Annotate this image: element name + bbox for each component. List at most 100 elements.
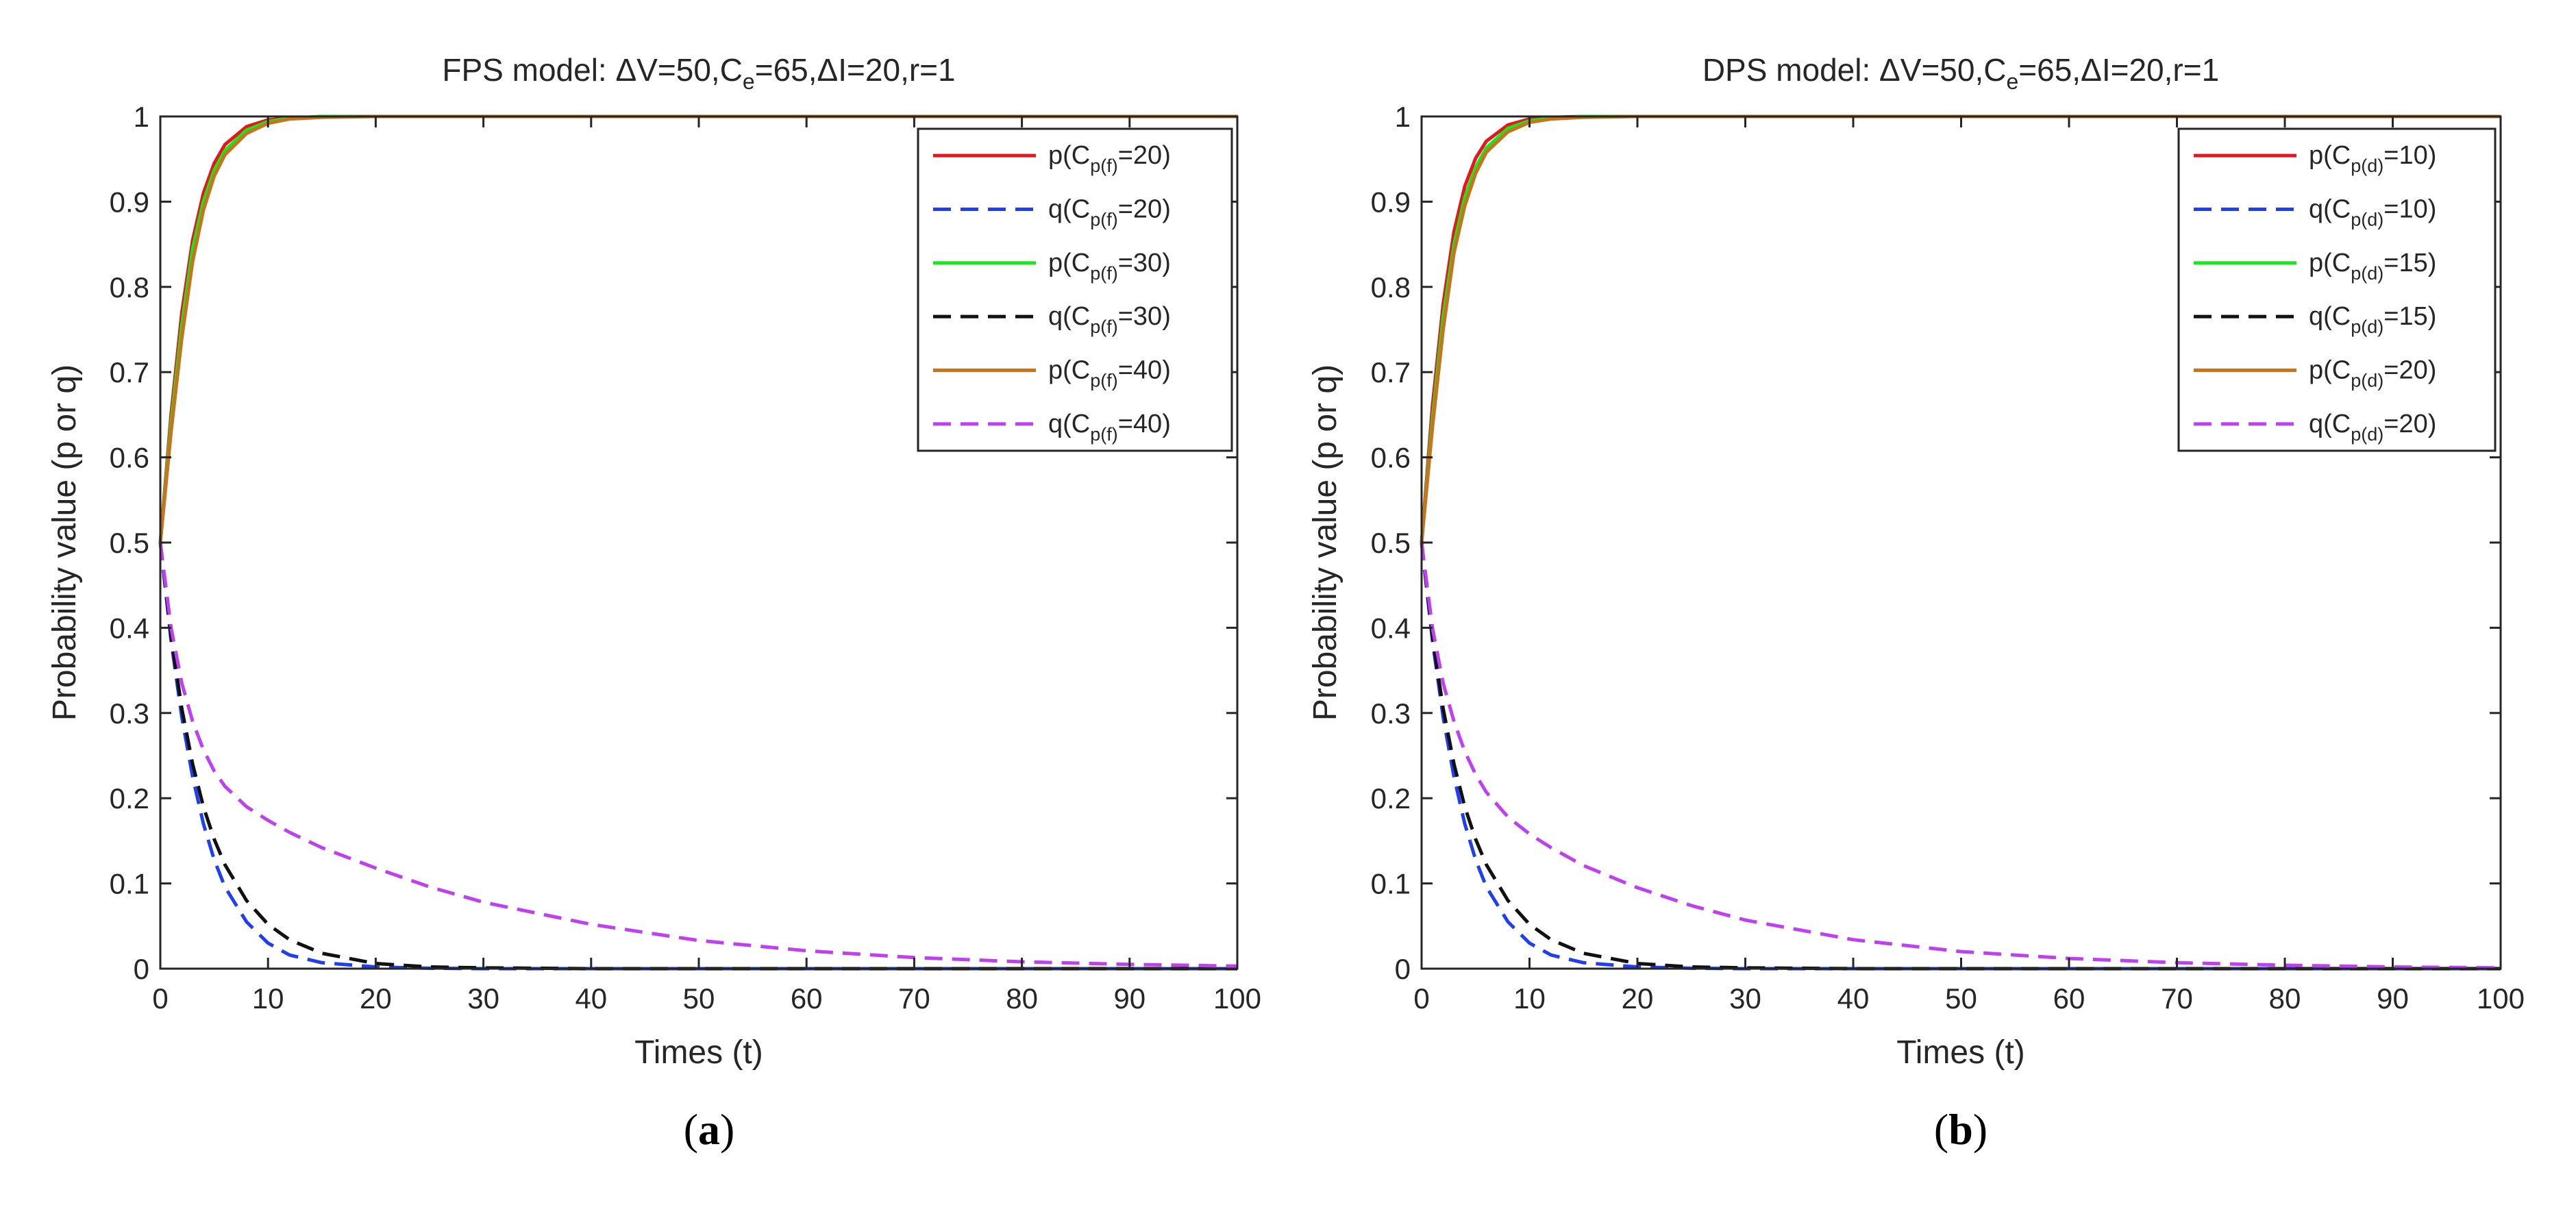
y-tick-label: 0.1 [110, 868, 149, 900]
legend-entry: p(Cp(d)=15) [2309, 249, 2436, 284]
legend-entry: q(Cp(f)=40) [1048, 410, 1171, 445]
legend-entry: p(Cp(f)=30) [1048, 249, 1171, 284]
y-axis-label: Probability value (p or q) [1307, 364, 1343, 721]
series-line-q-cp-f-40- [158, 542, 1238, 968]
legend-entry-main: q(C [1048, 302, 1090, 331]
legend-entry-value: =20) [1118, 195, 1171, 224]
legend-entry: q(Cp(d)=15) [2309, 302, 2436, 337]
series-line-q-cp-d-20- [1420, 542, 2501, 970]
panel-label-b: (b) [1933, 1105, 1988, 1154]
legend-entry-main: q(C [1048, 195, 1090, 224]
legend-entry-value: =10) [2383, 141, 2436, 170]
x-tick-label: 40 [575, 982, 607, 1015]
legend-entry-subscript: p(d) [2351, 316, 2383, 337]
y-tick-label: 0.9 [1371, 186, 1411, 218]
legend-entry-value: =40) [1118, 410, 1171, 438]
legend-entry-main: q(C [2309, 410, 2351, 438]
x-tick-label: 10 [252, 982, 284, 1015]
legend-entry-subscript: p(d) [2351, 424, 2383, 445]
y-tick-label: 0.8 [110, 271, 149, 303]
legend-entry-value: =15) [2383, 302, 2436, 331]
y-tick-label: 0.5 [110, 527, 149, 559]
x-tick-label: 20 [360, 982, 392, 1015]
legend-entry-value: =15) [2383, 249, 2436, 277]
series-line-q-cp-d-10- [1420, 542, 2501, 971]
x-axis-label: Times (t) [634, 1034, 763, 1071]
chart-title-main: FPS model: ΔV=50,C [442, 52, 743, 88]
legend: p(Cp(d)=10)q(Cp(d)=10)p(Cp(d)=15)q(Cp(d)… [2177, 127, 2497, 452]
legend-entry: q(Cp(f)=30) [1048, 302, 1171, 337]
y-tick-label: 1 [134, 101, 149, 133]
y-tick-label: 0.3 [110, 697, 149, 730]
legend-entry-subscript: p(d) [2351, 156, 2383, 176]
legend-entry-value: =30) [1118, 302, 1171, 331]
legend-entry-value: =10) [2383, 195, 2436, 224]
legend-entry-subscript: p(d) [2351, 263, 2383, 284]
legend-box [2177, 127, 2497, 452]
chart-title-subscript: e [743, 69, 755, 94]
legend-entry-value: =20) [2383, 410, 2436, 438]
chart-dps-model: 0 10 20 30 40 50 60 70 80 90 100 0 0.1 0.2 0.3 0.4 0.5 0.… [1307, 52, 2525, 1071]
legend-entry: p(Cp(f)=20) [1048, 141, 1171, 176]
legend-box [917, 127, 1233, 452]
y-tick-label: 0.8 [1371, 271, 1411, 303]
x-tick-label: 100 [2477, 982, 2525, 1015]
panel-label-a-letter: a [698, 1105, 720, 1154]
legend: p(Cp(f)=20)q(Cp(f)=20)p(Cp(f)=30)q(Cp(f)… [917, 127, 1233, 452]
chart-title-rest: =65,ΔI=20,r=1 [755, 52, 956, 88]
y-tick-label: 0.1 [1371, 868, 1411, 900]
x-tick-label: 80 [2269, 982, 2301, 1015]
legend-entry-subscript: p(f) [1090, 156, 1118, 176]
legend-entry-subscript: p(f) [1090, 263, 1118, 284]
legend-entry: p(Cp(d)=20) [2309, 356, 2436, 391]
legend-entry-value: =30) [1118, 249, 1171, 277]
legend-entry-value: =40) [1118, 356, 1171, 385]
x-tick-label: 0 [1413, 982, 1429, 1015]
x-tick-label: 60 [791, 982, 823, 1015]
chart-fps-model: 0 10 20 30 40 50 60 70 80 90 100 0 0.1 0.2 0.3 0.4 0.5 0.… [47, 52, 1261, 1071]
y-tick-label: 0 [1395, 953, 1411, 985]
x-tick-label: 50 [1945, 982, 1977, 1015]
chart-title-rest: =65,ΔI=20,r=1 [2018, 52, 2219, 88]
x-tick-label: 60 [2053, 982, 2085, 1015]
y-tick-label: 0 [134, 953, 149, 985]
legend-entry-subscript: p(f) [1090, 210, 1118, 230]
y-tick-label: 1 [1395, 101, 1411, 133]
legend-entry-main: q(C [2309, 302, 2351, 331]
legend-entry-subscript: p(d) [2351, 210, 2383, 230]
y-tick-label: 0.6 [1371, 442, 1411, 474]
legend-entry-value: =20) [1118, 141, 1171, 170]
x-tick-label: 20 [1622, 982, 1654, 1015]
x-tick-label: 90 [2377, 982, 2409, 1015]
x-tick-label: 10 [1513, 982, 1546, 1015]
x-tick-label: 100 [1213, 982, 1261, 1015]
legend-entry-main: p(C [1048, 249, 1090, 277]
panel-label-b-letter: b [1948, 1105, 1973, 1154]
y-tick-label: 0.3 [1371, 697, 1411, 730]
x-tick-label: 50 [683, 982, 715, 1015]
legend-entry-main: p(C [2309, 249, 2351, 277]
chart-title-main: DPS model: ΔV=50,C [1702, 52, 2007, 88]
y-tick-label: 0.4 [110, 612, 149, 644]
legend-entry-main: p(C [1048, 356, 1090, 385]
legend-entry: q(Cp(d)=20) [2309, 410, 2436, 445]
legend-entry-value: =20) [2383, 356, 2436, 385]
y-tick-label: 0.9 [110, 186, 149, 218]
y-axis-label: Probability value (p or q) [47, 364, 83, 721]
x-tick-label: 40 [1837, 982, 1870, 1015]
legend-entry-main: p(C [2309, 356, 2351, 385]
x-tick-label: 80 [1006, 982, 1038, 1015]
legend-entry-main: q(C [1048, 410, 1090, 438]
y-tick-label: 0.7 [110, 356, 149, 388]
panel-label-a: (a) [683, 1105, 735, 1154]
legend-entry-subscript: p(f) [1090, 371, 1118, 391]
legend-entry-subscript: p(f) [1090, 424, 1118, 445]
legend-entry: q(Cp(d)=10) [2309, 195, 2436, 230]
x-tick-label: 30 [1729, 982, 1761, 1015]
legend-entry-subscript: p(f) [1090, 316, 1118, 337]
legend-entry: p(Cp(f)=40) [1048, 356, 1171, 391]
x-tick-label: 30 [467, 982, 499, 1015]
legend-entry: p(Cp(d)=10) [2309, 141, 2436, 176]
x-axis-label: Times (t) [1896, 1034, 2025, 1071]
